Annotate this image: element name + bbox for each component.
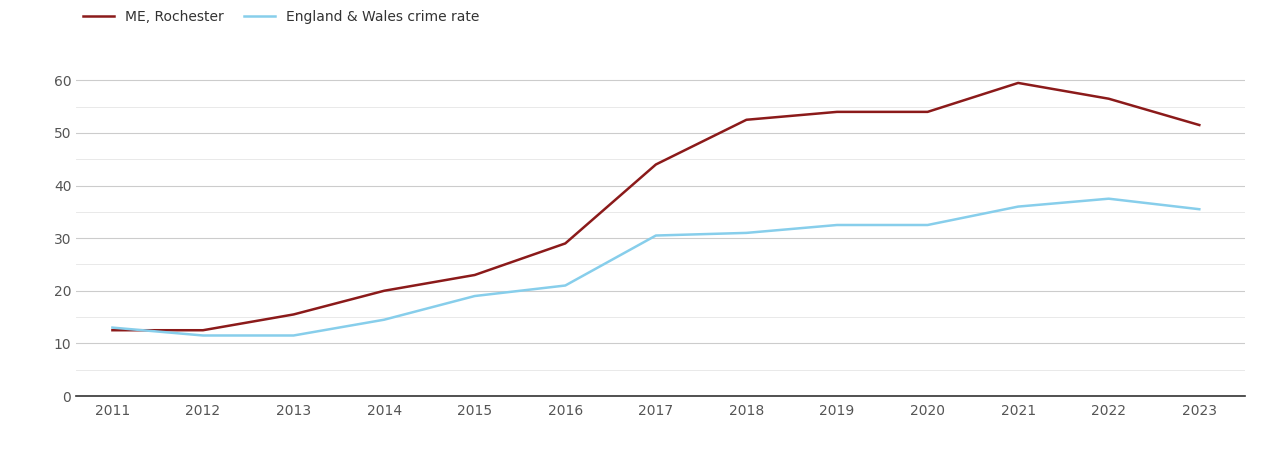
- England & Wales crime rate: [648, 233, 663, 238]
- England & Wales crime rate: [1101, 196, 1116, 202]
- England & Wales crime rate: [1011, 204, 1026, 209]
- England & Wales crime rate: [1191, 207, 1206, 212]
- England & Wales crime rate: [376, 317, 391, 322]
- ME, Rochester: [286, 312, 301, 317]
- England & Wales crime rate: [829, 222, 845, 228]
- ME, Rochester: [376, 288, 391, 293]
- ME, Rochester: [648, 162, 663, 167]
- ME, Rochester: [105, 328, 121, 333]
- Line: England & Wales crime rate: England & Wales crime rate: [113, 199, 1199, 336]
- England & Wales crime rate: [286, 333, 301, 338]
- ME, Rochester: [829, 109, 845, 115]
- ME, Rochester: [558, 241, 573, 246]
- England & Wales crime rate: [105, 325, 121, 330]
- ME, Rochester: [1191, 122, 1206, 128]
- England & Wales crime rate: [558, 283, 573, 288]
- England & Wales crime rate: [919, 222, 935, 228]
- Line: ME, Rochester: ME, Rochester: [113, 83, 1199, 330]
- England & Wales crime rate: [196, 333, 211, 338]
- ME, Rochester: [467, 272, 483, 278]
- ME, Rochester: [919, 109, 935, 115]
- ME, Rochester: [739, 117, 754, 122]
- England & Wales crime rate: [739, 230, 754, 236]
- ME, Rochester: [1101, 96, 1116, 101]
- ME, Rochester: [196, 328, 211, 333]
- Legend: ME, Rochester, England & Wales crime rate: ME, Rochester, England & Wales crime rat…: [79, 5, 484, 28]
- ME, Rochester: [1011, 80, 1026, 86]
- England & Wales crime rate: [467, 293, 483, 299]
